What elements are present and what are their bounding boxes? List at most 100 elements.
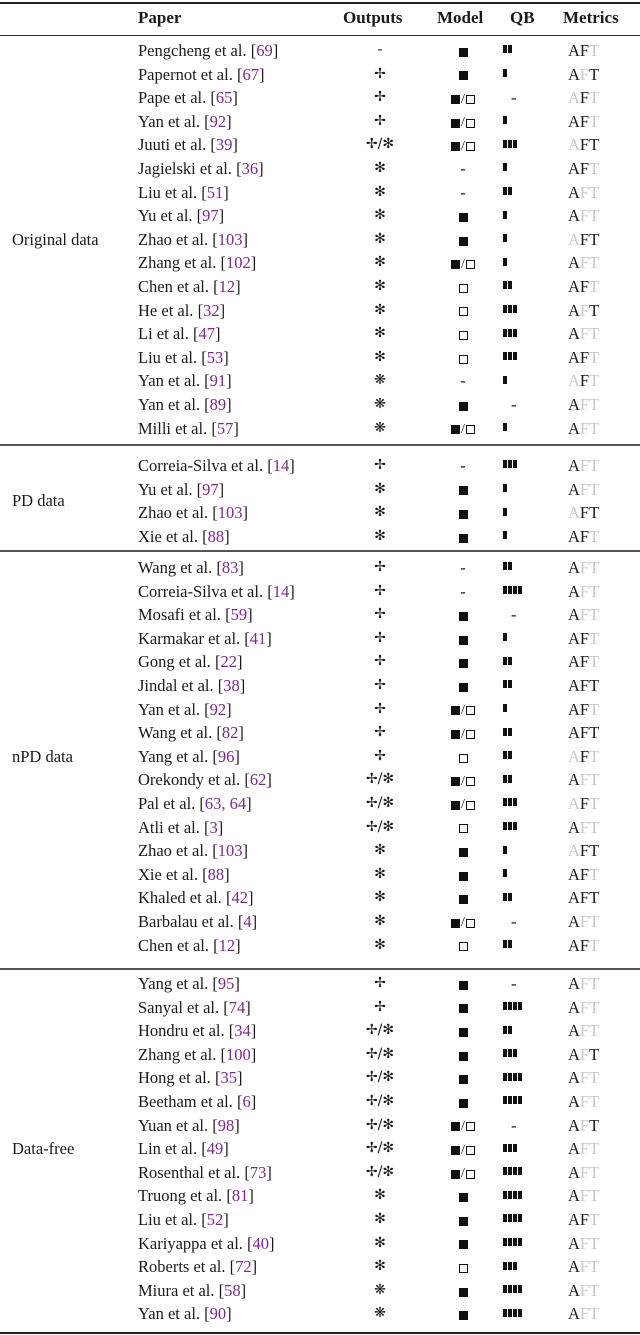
query-budget-bars-icon [503, 107, 508, 131]
citation-link[interactable]: 103 [217, 503, 243, 523]
citation-link[interactable]: 92 [209, 111, 227, 131]
citation-link[interactable]: 12 [218, 277, 236, 296]
citation-link[interactable]: 14 [272, 456, 290, 475]
paper-cell: Zhao et al. [103] [138, 501, 248, 525]
metric-t: T [589, 253, 600, 273]
citation-link[interactable]: 62 [249, 770, 267, 790]
table-row: Yuan et al. [98] ✢/✻ / - AFT [0, 1114, 640, 1138]
citation-link[interactable]: 100 [225, 1044, 251, 1064]
citation-link[interactable]: 88 [207, 864, 225, 884]
citation-link[interactable]: 59 [230, 605, 248, 625]
citation-link[interactable]: 92 [209, 699, 227, 719]
citation-link[interactable]: 98 [217, 1115, 235, 1135]
citation-link[interactable]: 40 [252, 1233, 270, 1253]
citation-link[interactable]: 97 [202, 479, 219, 499]
bracket: [ [214, 652, 221, 672]
bracket: ] [223, 182, 229, 202]
citation-link[interactable]: 103 [217, 841, 243, 861]
citation-link[interactable]: 82 [221, 723, 239, 743]
citation-link[interactable]: 38 [223, 676, 240, 695]
metrics-cell: AFT [568, 1043, 628, 1067]
citation-link[interactable]: 72 [235, 1257, 252, 1277]
metric-f: F [579, 912, 590, 931]
citation-link[interactable]: 63, 64 [204, 794, 247, 813]
citation-link[interactable]: 97 [202, 206, 219, 226]
metric-f: F [579, 1304, 590, 1324]
citation-link[interactable]: 73 [249, 1162, 267, 1182]
table-row: Liu et al. [53] ✻ AFT [0, 346, 640, 370]
citation-link[interactable]: 6 [242, 1092, 251, 1111]
citation-link[interactable]: 96 [217, 746, 235, 766]
metrics-cell: AFT [568, 863, 628, 887]
citation-link[interactable]: 57 [216, 418, 234, 438]
dash: - [460, 371, 466, 391]
citation-link[interactable]: 58 [224, 1280, 241, 1300]
metric-f: F [579, 371, 590, 391]
bracket: [ [204, 1304, 210, 1324]
paper-cell: Kariyappa et al. [40] [138, 1232, 275, 1256]
citation-link[interactable]: 3 [209, 817, 218, 837]
citation-link[interactable]: 34 [234, 1021, 251, 1041]
citation-link[interactable]: 35 [220, 1068, 237, 1088]
metric-t: T [589, 135, 600, 155]
author-name: Lin et al. [138, 1139, 202, 1159]
model-cell [432, 275, 494, 299]
query-budget-bars-icon [503, 499, 508, 523]
citation-link[interactable]: 4 [243, 912, 252, 931]
outputs-cell: ✢ [374, 65, 386, 82]
metric-a: A [568, 526, 580, 546]
model-cell: - [432, 454, 494, 478]
metric-t: T [589, 888, 600, 908]
table-row: Yan et al. [91] ❋ - AFT [0, 369, 640, 393]
filled-square-icon [458, 533, 468, 543]
citation-link[interactable]: 41 [249, 628, 267, 648]
open-square-icon [465, 777, 475, 787]
query-budget-bars-icon [503, 1017, 513, 1041]
citation-link[interactable]: 36 [241, 159, 259, 178]
citation-link[interactable]: 103 [217, 229, 243, 249]
author-name: Zhao et al. [138, 841, 213, 861]
model-cell [432, 1255, 494, 1279]
paper-cell: Lin et al. [49] [138, 1137, 229, 1161]
slash: / [461, 256, 465, 272]
citation-link[interactable]: 89 [209, 395, 227, 414]
slash: / [461, 1142, 465, 1158]
citation-link[interactable]: 83 [221, 558, 239, 577]
metric-a: A [568, 64, 580, 84]
citation-link[interactable]: 39 [215, 135, 233, 155]
metric-t: T [589, 371, 600, 391]
metrics-cell: AFT [568, 721, 628, 745]
citation-link[interactable]: 67 [242, 64, 259, 84]
filled-square-icon [458, 1216, 468, 1226]
citation-link[interactable]: 42 [231, 888, 248, 908]
citation-link[interactable]: 52 [206, 1210, 224, 1229]
citation-link[interactable]: 12 [218, 935, 236, 955]
citation-link[interactable]: 47 [198, 324, 215, 344]
bracket: ] [246, 794, 252, 813]
citation-link[interactable]: 74 [228, 997, 246, 1017]
citation-link[interactable]: 22 [220, 652, 237, 672]
metric-a: A [568, 182, 580, 202]
bracket: ] [238, 723, 244, 743]
qb-cell [503, 525, 539, 549]
citation-link[interactable]: 14 [272, 581, 290, 601]
citation-link[interactable]: 51 [206, 182, 224, 202]
citation-link[interactable]: 91 [209, 371, 227, 391]
citation-link[interactable]: 88 [207, 526, 225, 546]
metric-a: A [568, 974, 580, 993]
citation-link[interactable]: 69 [256, 41, 273, 60]
qb-cell [503, 745, 539, 769]
citation-link[interactable]: 90 [209, 1304, 227, 1324]
citation-link[interactable]: 65 [215, 88, 233, 108]
metric-a: A [568, 253, 580, 273]
citation-link[interactable]: 81 [231, 1186, 249, 1206]
dash: - [511, 1115, 517, 1135]
qb-cell [503, 1279, 539, 1303]
citation-link[interactable]: 95 [217, 974, 235, 993]
author-name: Barbalau et al. [138, 912, 238, 931]
citation-link[interactable]: 32 [203, 300, 220, 320]
citation-link[interactable]: 53 [206, 347, 224, 367]
outputs-cell: ✻ [374, 504, 386, 521]
citation-link[interactable]: 49 [206, 1139, 224, 1159]
citation-link[interactable]: 102 [225, 253, 251, 273]
